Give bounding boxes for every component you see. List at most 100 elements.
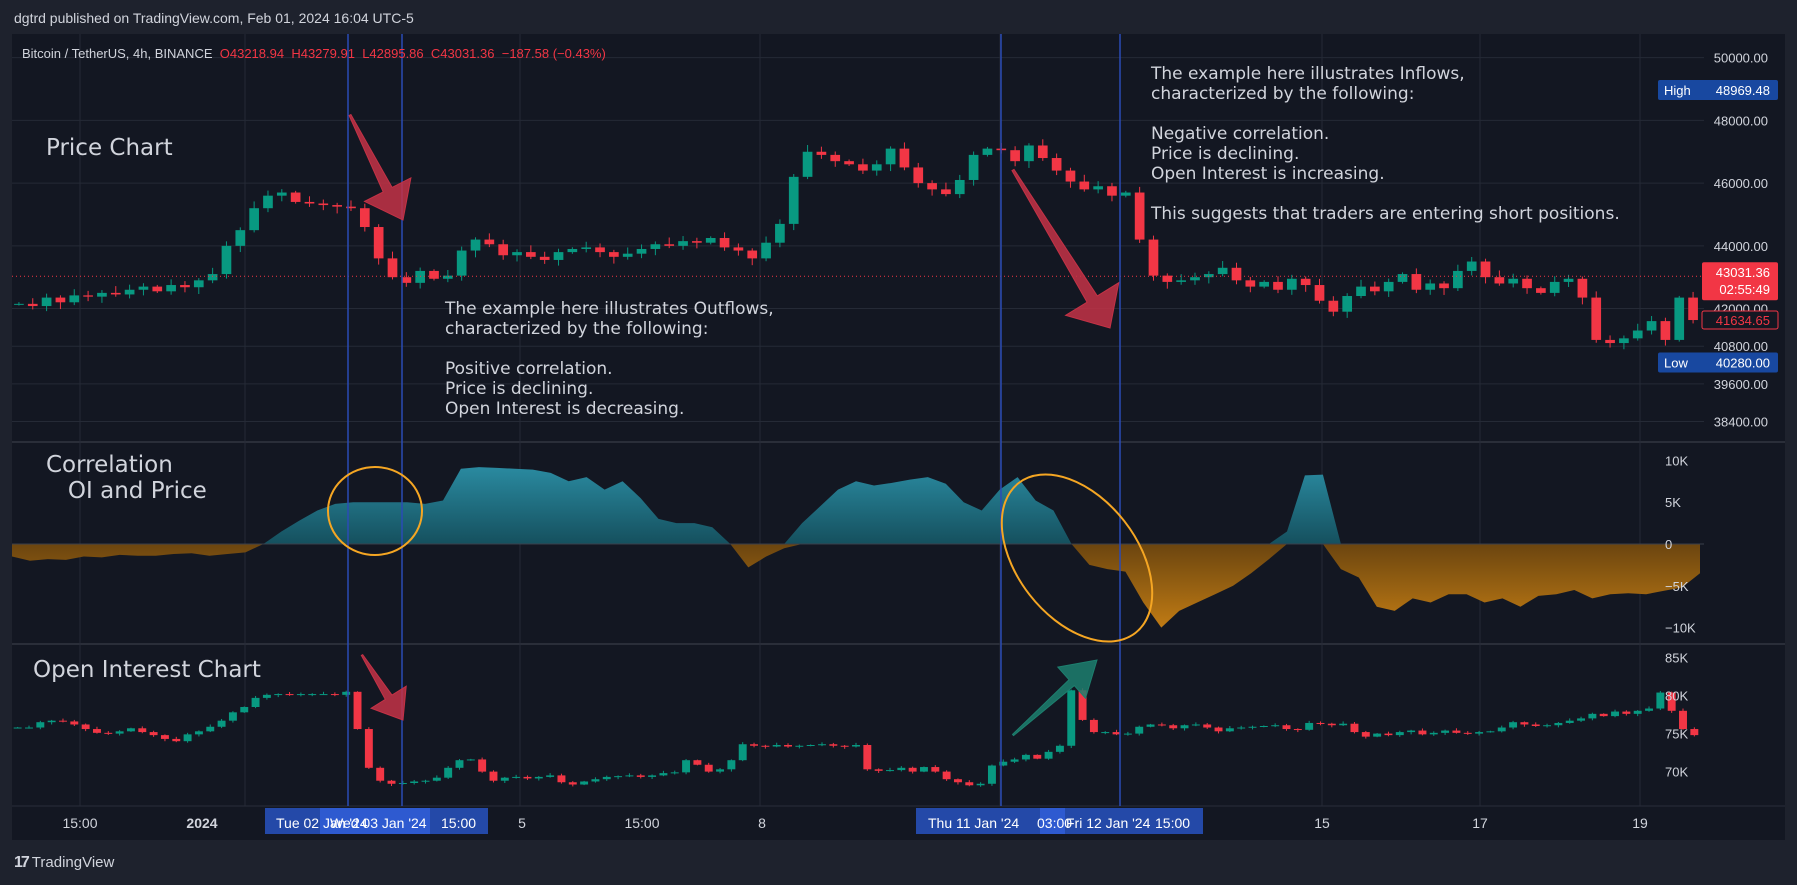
ohlc-high: H43279.91 (291, 46, 355, 61)
candle (1646, 321, 1657, 331)
candle (387, 258, 398, 278)
ohlc-close: C43031.36 (430, 46, 495, 61)
candle (290, 192, 301, 202)
negative-correlation-area (12, 544, 1700, 628)
candle (398, 783, 407, 784)
candle (115, 731, 124, 734)
candle (614, 776, 623, 778)
tradingview-logo[interactable]: 17 TradingView (14, 854, 114, 872)
candle (470, 239, 481, 251)
candle (110, 292, 121, 295)
time-highlight-label: Thu 11 Jan '24 (928, 815, 1019, 831)
time-highlight-box (430, 808, 488, 834)
candle (330, 694, 339, 696)
candle (609, 252, 619, 257)
candle (784, 745, 792, 747)
candle (534, 776, 543, 779)
candle (886, 770, 894, 772)
candle (1191, 724, 1200, 726)
candle (1383, 281, 1394, 292)
candle (1021, 754, 1030, 760)
candle (1605, 339, 1615, 344)
candle (27, 303, 38, 307)
candle (1361, 732, 1370, 737)
correlation-axis-label: 0 (1665, 537, 1672, 552)
candle (1248, 726, 1257, 728)
time-axis-label: 5 (518, 815, 526, 831)
candle (1107, 186, 1117, 196)
candle (1157, 724, 1166, 726)
candle (546, 775, 555, 777)
candle (830, 154, 841, 162)
candle (421, 780, 430, 782)
candle (806, 745, 815, 746)
candle (319, 694, 328, 696)
candle (263, 195, 273, 209)
candle (1429, 732, 1438, 735)
candle (478, 759, 487, 772)
candle (152, 286, 163, 292)
candle (138, 286, 149, 290)
time-axis-label: 19 (1632, 815, 1648, 831)
symbol-name[interactable]: Bitcoin / TetherUS, 4h, BINANCE (22, 46, 213, 61)
candle (1660, 321, 1671, 340)
oi-axis-label: 80K (1665, 689, 1688, 704)
candle (1123, 733, 1132, 735)
candle (733, 247, 744, 251)
candle (761, 242, 771, 259)
candle (523, 776, 532, 779)
candle (1494, 277, 1505, 284)
price-axis-label: 40800.00 (1714, 339, 1768, 354)
candle (670, 772, 679, 774)
candle (489, 771, 498, 781)
candle (727, 760, 736, 770)
tradingview-brand: TradingView (31, 854, 115, 871)
low-tag-value: 40280.00 (1716, 355, 1770, 370)
candle (1509, 722, 1518, 728)
candle (1169, 725, 1178, 729)
candle (444, 767, 453, 778)
candle (262, 694, 271, 698)
candle (41, 297, 52, 307)
candle (83, 295, 93, 297)
candle (160, 735, 169, 739)
candle (1395, 732, 1404, 736)
candle (1565, 720, 1574, 723)
candle (636, 775, 645, 777)
candle (1350, 723, 1359, 733)
candle (498, 244, 509, 256)
price-candles (14, 139, 1698, 350)
countdown-value: 02:55:49 (1719, 282, 1770, 297)
correlation-axis-label: −5K (1665, 579, 1689, 594)
high-tag-value: 48969.48 (1716, 83, 1770, 98)
candle (636, 248, 647, 254)
candle (1259, 281, 1270, 287)
candle (308, 694, 317, 696)
candle (693, 760, 702, 765)
candle (1632, 330, 1643, 339)
candle (512, 776, 521, 778)
high-tag-label: High (1664, 83, 1691, 98)
candle (70, 721, 79, 725)
correlation-pane-title: Correlation OI and Price (46, 452, 207, 504)
correlation-axis-label: 5K (1665, 495, 1681, 510)
candle (1520, 722, 1529, 725)
candle (920, 767, 928, 772)
time-highlight-label: 03:00 (1037, 815, 1072, 831)
candle (1522, 278, 1532, 289)
candle (206, 726, 215, 732)
candle (1554, 722, 1563, 726)
candle (1162, 275, 1173, 282)
time-highlight-label: 15:00 (441, 815, 476, 831)
candle (716, 769, 725, 772)
candle (568, 782, 577, 785)
candle (1439, 283, 1449, 289)
candle (1508, 278, 1519, 284)
time-highlight-box (1160, 808, 1203, 834)
candle (364, 729, 373, 768)
candle (1563, 278, 1574, 282)
candle (1134, 192, 1145, 240)
inflows-annotation: The example here illustrates Inflows, ch… (1151, 64, 1620, 224)
candle (1079, 181, 1090, 190)
